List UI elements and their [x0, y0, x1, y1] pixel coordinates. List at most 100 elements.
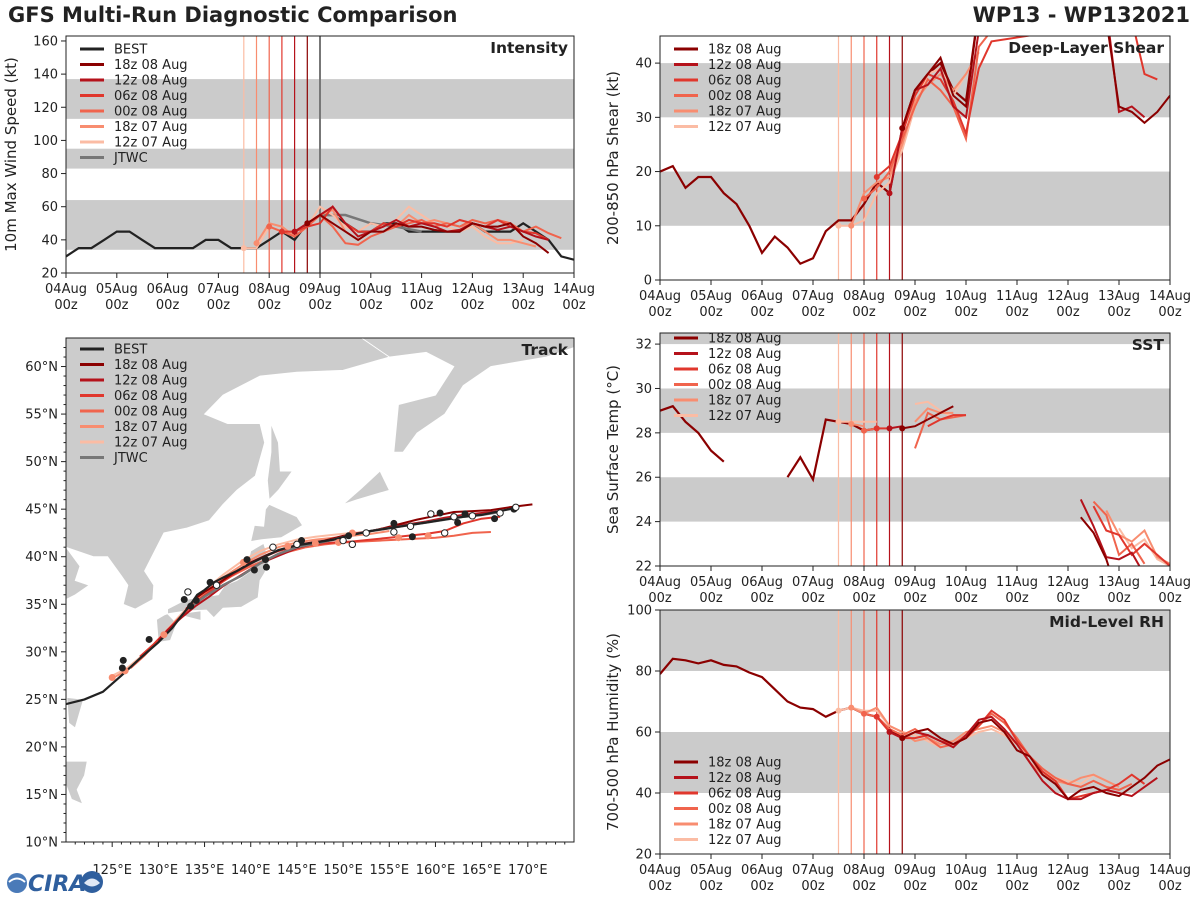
sst-run-line — [914, 400, 954, 419]
intensity-xtick-label: 08Aug — [248, 282, 290, 297]
shear-legend-label: 00z 08 Aug — [708, 89, 782, 104]
intensity-run-start-point — [266, 223, 273, 230]
sst-xtick-label: 12Aug — [1047, 575, 1089, 590]
shear-xtick-label: 00z — [1056, 305, 1080, 320]
intensity-ytick-label: 20 — [41, 267, 58, 282]
track-ytick-label: 20°N — [25, 740, 58, 755]
shear-ytick-label: 20 — [635, 165, 652, 180]
sst-xtick-label: 10Aug — [945, 575, 987, 590]
intensity-run-start-point — [253, 240, 260, 247]
shear-legend-label: 18z 08 Aug — [708, 43, 782, 58]
rh-run-line — [901, 718, 1170, 801]
intensity-xtick-label: 11Aug — [401, 282, 443, 297]
rh-run-start-point — [899, 735, 906, 742]
track-jtwc-marker — [468, 512, 477, 520]
sst-plot-area — [660, 333, 1170, 566]
sst-xtick-label: 00z — [801, 591, 825, 606]
sst-xtick-label: 00z — [648, 591, 672, 606]
sst-ytick-label: 32 — [635, 338, 652, 353]
intensity-panel: 2040608010012014016004Aug00z05Aug00z06Au… — [2, 34, 595, 313]
sst-xtick-label: 04Aug — [639, 575, 681, 590]
intensity-xtick-label: 13Aug — [502, 282, 544, 297]
sst-run-line — [1118, 527, 1170, 566]
track-xtick-label: 140°E — [231, 863, 271, 878]
intensity-xtick-label: 12Aug — [451, 282, 493, 297]
sst-run-line — [902, 418, 929, 430]
sst-xtick-label: 00z — [1056, 591, 1080, 606]
shear-xtick-label: 00z — [1158, 305, 1182, 320]
landmass-hokkaido — [250, 503, 304, 542]
rh-band-0 — [660, 732, 1170, 793]
rh-run-start-point — [873, 713, 880, 720]
track-best-marker — [390, 519, 398, 527]
track-ytick-label: 10°N — [25, 836, 58, 851]
rh-run-start-point — [848, 704, 855, 711]
rh-run-line — [863, 712, 1133, 791]
intensity-run-line — [306, 213, 550, 254]
track-axes-frame — [65, 337, 575, 843]
shear-xtick-label: 00z — [954, 305, 978, 320]
sst-xtick-label: 08Aug — [843, 575, 885, 590]
sst-xtick-label: 00z — [1005, 591, 1029, 606]
shear-xtick-label: 13Aug — [1098, 289, 1140, 304]
intensity-xtick-label: 05Aug — [96, 282, 138, 297]
intensity-legend-label: 06z 08 Aug — [114, 89, 188, 104]
rh-xtick-label: 00z — [648, 879, 672, 894]
rh-ytick-label: 40 — [635, 787, 652, 802]
rh-xtick-label: 00z — [750, 879, 774, 894]
track-best-marker — [436, 509, 444, 517]
track-ytick-label: 55°N — [25, 408, 58, 423]
intensity-xtick-label: 00z — [207, 298, 231, 313]
shear-xtick-label: 00z — [1005, 305, 1029, 320]
intensity-ytick-label: 160 — [33, 34, 58, 49]
rh-plot-area — [660, 610, 1170, 854]
rh-xtick-label: 07Aug — [792, 863, 834, 878]
intensity-xtick-label: 00z — [54, 298, 78, 313]
intensity-legend-label: 12z 07 Aug — [114, 136, 188, 151]
rh-ylabel: 700-500 hPa Humidity (%) — [604, 633, 622, 831]
rh-xtick-label: 00z — [954, 879, 978, 894]
track-xtick-label: 170°E — [508, 863, 548, 878]
sst-xtick-label: 05Aug — [690, 575, 732, 590]
track-xtick-label: 150°E — [323, 863, 363, 878]
rh-xtick-label: 10Aug — [945, 863, 987, 878]
rh-run-start-point — [861, 710, 867, 717]
track-panel-title: Track — [522, 341, 569, 359]
shear-run-start-point — [848, 222, 855, 229]
shear-xtick-label: 14Aug — [1149, 289, 1191, 304]
sst-legend-label: 18z 08 Aug — [708, 332, 782, 347]
track-ytick-label: 60°N — [25, 360, 58, 375]
track-jtwc-marker — [184, 588, 192, 596]
intensity-run-start-point — [240, 245, 247, 252]
intensity-plot-area — [66, 36, 574, 273]
sst-run-start-point — [848, 420, 855, 427]
track-panel: 125°E 130°E 135°E 140°E 145°E 150°E 155°E 160°E… — [25, 337, 575, 878]
track-run-marker — [424, 532, 432, 540]
sst-xtick-label: 00z — [852, 591, 876, 606]
intensity-xtick-label: 00z — [105, 298, 129, 313]
track-xtick-label: 155°E — [370, 863, 410, 878]
sst-xtick-label: 00z — [903, 591, 927, 606]
sst-panel-title: SST — [1132, 336, 1165, 354]
shear-xtick-label: 12Aug — [1047, 289, 1089, 304]
shear-panel-title: Deep-Layer Shear — [1008, 39, 1164, 57]
sst-run-start-point — [899, 425, 906, 432]
rh-xtick-label: 13Aug — [1098, 863, 1140, 878]
landmass-taiwan — [66, 697, 85, 729]
track-jtwc-marker — [339, 536, 347, 545]
rh-xtick-label: 00z — [1005, 879, 1029, 894]
track-jtwc-marker — [362, 529, 370, 537]
sst-legend-label: 00z 08 Aug — [708, 378, 782, 393]
intensity-xtick-label: 09Aug — [299, 282, 341, 297]
intensity-xtick-label: 00z — [359, 298, 383, 313]
track-jtwc-marker — [427, 510, 435, 518]
intensity-run-start-point — [304, 220, 311, 227]
sst-run-line — [927, 414, 966, 428]
rh-panel: 2040608010004Aug00z05Aug00z06Aug00z07Aug… — [604, 604, 1191, 895]
shear-xtick-label: 04Aug — [639, 289, 681, 304]
shear-plot-area — [660, 36, 1170, 280]
intensity-ytick-label: 40 — [41, 233, 58, 248]
track-best-marker — [454, 518, 462, 526]
shear-legend-label: 06z 08 Aug — [708, 74, 782, 89]
sst-run-line — [1092, 505, 1170, 566]
